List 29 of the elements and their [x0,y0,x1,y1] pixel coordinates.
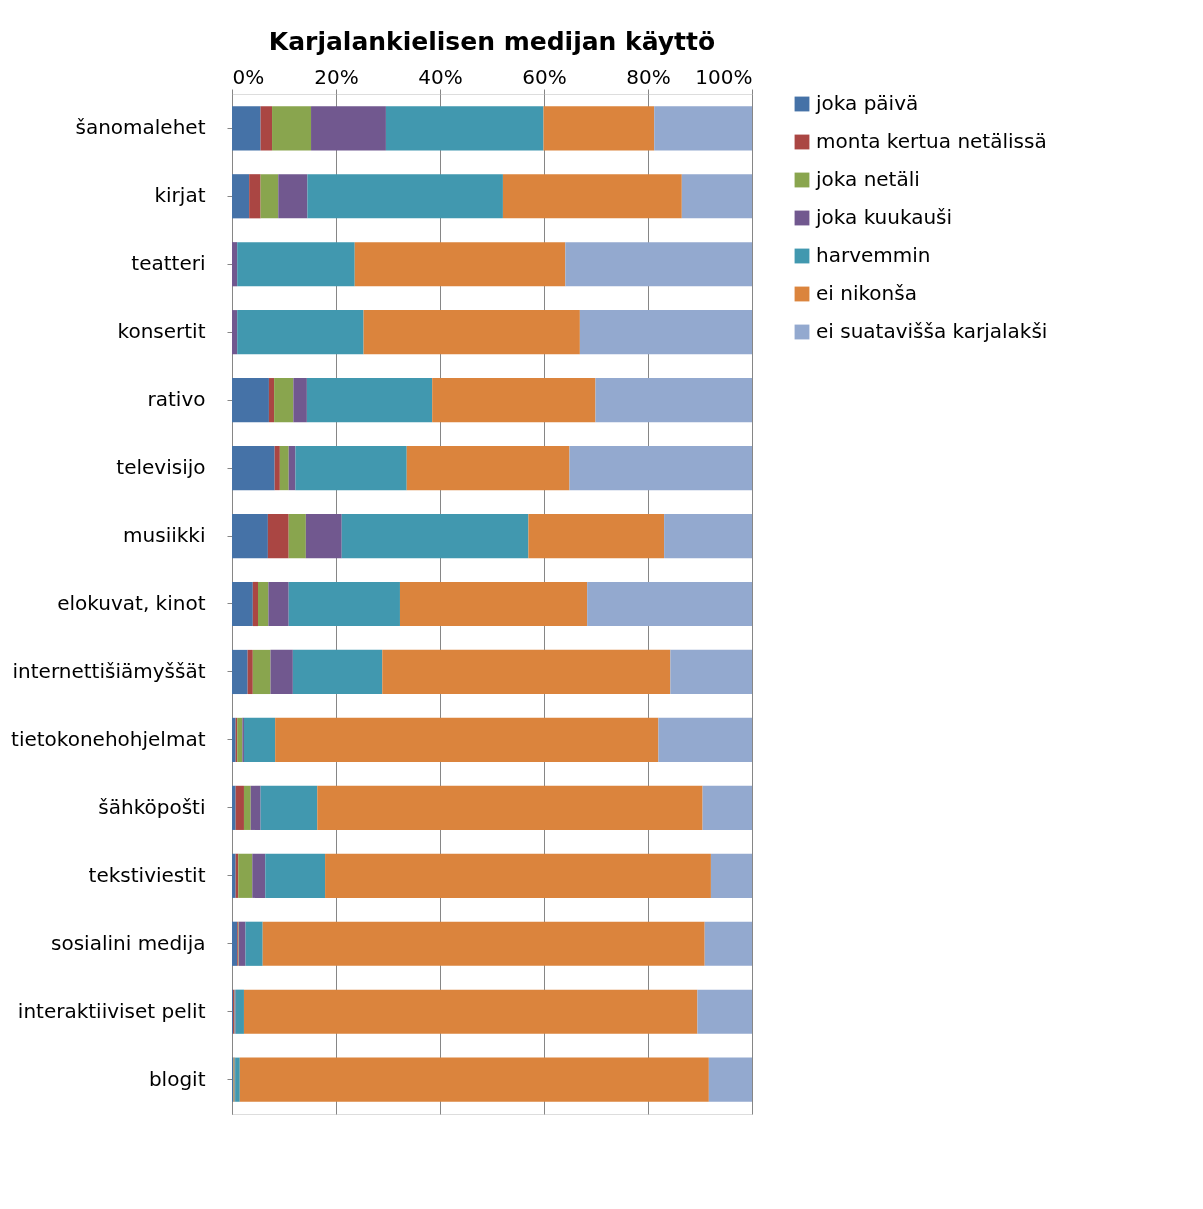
legend-label: joka päivä [815,91,919,115]
legend-label: joka kuukauši [815,205,953,229]
y-tick-label: televisijo [116,455,206,480]
y-tick-label: internettišiämyššät [12,658,206,683]
legend-label: monta kertua netälissä [816,129,1047,153]
y-tick-label: šähköpošti [98,794,206,819]
legend-label: ei suatavišša karjalakši [816,319,1048,343]
legend-label: ei nikonša [816,281,917,305]
x-tick-label: 20% [314,64,359,89]
x-tick-label: 100% [695,64,753,89]
legend-label: joka netäli [815,167,920,191]
y-tick-label: sosialini medija [51,930,206,955]
y-tick-label: blogit [148,1066,206,1091]
chart-title: Karjalankielisen medijan käyttö [268,27,716,56]
y-tick-label: šanomalehet [75,115,206,140]
y-tick-label: interaktiiviset pelit [17,998,206,1023]
x-tick-label: 0% [232,64,265,89]
y-tick-label: tekstiviestit [88,862,206,887]
y-tick-label: elokuvat, kinot [57,591,206,615]
x-tick-label: 80% [626,64,671,89]
y-tick-label: kirjat [154,183,206,208]
y-tick-label: musiikki [123,523,206,548]
y-tick-label: konsertit [117,319,206,344]
x-tick-label: 60% [522,64,567,89]
y-tick-label: teatteri [131,251,206,276]
legend-label: harvemmin [816,243,931,267]
y-tick-label: tietokonehohjelmat [11,726,206,751]
y-tick-label: rativo [147,387,206,412]
x-tick-label: 40% [418,64,463,89]
